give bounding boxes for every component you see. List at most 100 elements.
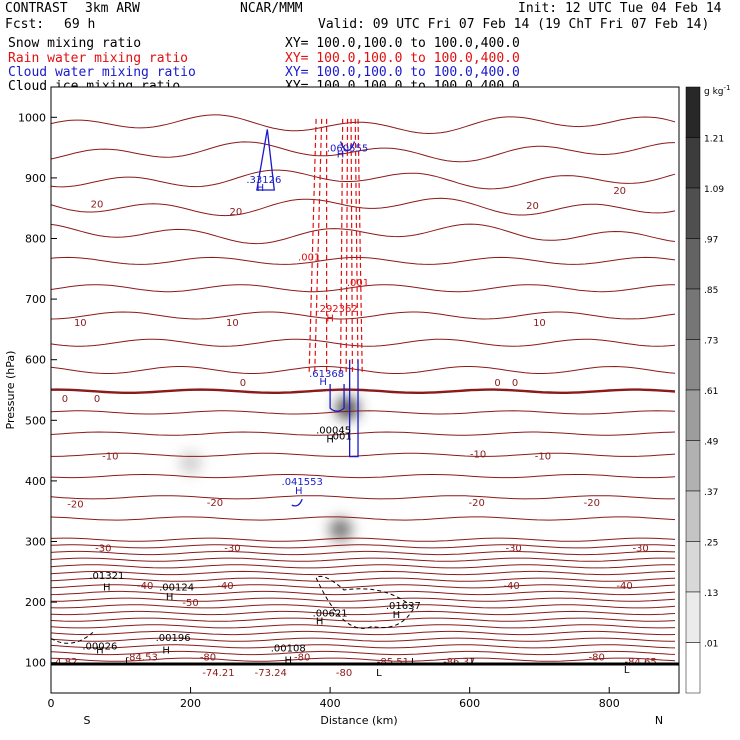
isotherm xyxy=(51,577,676,582)
y-tick-label: 900 xyxy=(25,172,46,185)
temperature-label: 0 xyxy=(494,378,500,389)
colorbar: .01 .13 .25 .37 .49 .61 .73 .85 .97 1.09 1.21 xyxy=(685,86,724,694)
y-tick-label: 400 xyxy=(25,475,46,488)
isotherm xyxy=(51,537,676,542)
y-tick-label: 200 xyxy=(25,596,46,609)
temperature-label: -40 xyxy=(616,581,632,592)
x-axis: 0 200 400 600 800 xyxy=(48,687,620,710)
field-xy-snow: XY= 100.0,100.0 to 100.0,400.0 xyxy=(285,36,520,51)
extremum-label: H xyxy=(257,183,265,194)
center-name: NCAR/MMM xyxy=(240,1,303,16)
y-axis-label: Pressure (hPa) xyxy=(4,351,17,430)
temperature-label: -84.53 xyxy=(126,653,158,664)
rain-contour xyxy=(314,117,323,372)
colorbar-swatch xyxy=(685,187,701,239)
extremum-label: H xyxy=(103,582,111,593)
isotherm-0 xyxy=(51,388,676,394)
isotherm xyxy=(51,644,676,649)
isotherm xyxy=(51,474,676,479)
isotherm xyxy=(51,223,676,245)
temperature-label: -30 xyxy=(95,544,111,555)
temperature-label: 20 xyxy=(91,199,104,210)
colorbar-swatch xyxy=(685,86,701,138)
temperature-label: 20 xyxy=(230,207,243,218)
temperature-label: 0 xyxy=(62,394,68,405)
isotherm xyxy=(51,169,676,190)
temperature-label: -40 xyxy=(217,581,233,592)
temperature-label: -80 xyxy=(294,653,310,664)
temperature-label: -10 xyxy=(470,450,486,461)
snow-plume xyxy=(179,451,202,474)
extremum-label: L xyxy=(376,668,382,679)
isotherm xyxy=(51,256,676,265)
temperature-label: -80 xyxy=(336,668,352,679)
temperature-label: 10 xyxy=(74,318,87,329)
isotherm xyxy=(51,516,676,521)
extremum-label: H xyxy=(295,486,303,497)
extremum-label: .00026 xyxy=(82,642,117,653)
y-axis: 100 200 300 400 500 600 700 800 900 1000 xyxy=(18,111,57,670)
cloud-water-contour xyxy=(256,129,276,191)
extremum-label: .00124 xyxy=(159,582,194,593)
isotherm xyxy=(51,657,676,662)
temperature-label: -74.21 xyxy=(202,668,234,679)
colorbar-level: .73 xyxy=(704,337,718,347)
isotherm xyxy=(51,570,676,576)
colorbar-level: 1.21 xyxy=(704,135,724,145)
colorbar-level: .13 xyxy=(704,589,718,599)
field-name-cloud-water: Cloud water mixing ratio xyxy=(8,65,196,80)
temperature-label: -85.51 xyxy=(377,657,409,668)
rain-contour xyxy=(350,117,354,372)
cloud-water-contour xyxy=(291,498,303,507)
isotherm xyxy=(51,431,676,436)
isotherm xyxy=(51,637,676,642)
y-tick-label: 500 xyxy=(25,414,46,427)
extremum-label: .292362 xyxy=(316,304,357,315)
colorbar-swatch xyxy=(685,440,701,492)
temperature-label: -20 xyxy=(468,498,484,509)
y-tick-label: 700 xyxy=(25,293,46,306)
isotherm xyxy=(51,564,676,569)
x-tick-label: 600 xyxy=(459,697,480,710)
cloud-ice-contour xyxy=(51,632,94,644)
temperature-label: -30 xyxy=(224,544,240,555)
temperature-label: -30 xyxy=(632,544,648,555)
extremum-label: .01637 xyxy=(386,601,421,612)
temperature-label: 20 xyxy=(613,186,626,197)
extremum-label: H xyxy=(96,645,104,656)
isotherm xyxy=(51,114,676,135)
colorbar-level: .01 xyxy=(704,640,718,650)
isotherm xyxy=(51,584,676,589)
x-axis-end-label: N xyxy=(655,714,663,727)
colorbar-swatch xyxy=(685,591,701,643)
contour-labels: -74.21 -73.24 -80 -85.51 -86.37 -84.65 -84.53 -… xyxy=(55,144,657,679)
temperature-label: -40 xyxy=(503,581,519,592)
isotherm xyxy=(51,550,676,556)
extremum-label: .060555 xyxy=(327,144,368,155)
extremum-label: .00621 xyxy=(313,608,348,619)
colorbar-level: .85 xyxy=(704,286,718,296)
y-tick-label: 1000 xyxy=(18,111,46,124)
isotherm xyxy=(51,141,676,163)
snow-plumes xyxy=(179,397,359,541)
rain-contour xyxy=(357,117,363,372)
temperature-label: 4.82 xyxy=(55,657,77,668)
isotherm xyxy=(51,590,676,596)
temperature-label: -40 xyxy=(137,581,153,592)
colorbar-swatch xyxy=(685,490,701,542)
temperature-label: 0 xyxy=(94,394,100,405)
y-tick-label: 800 xyxy=(25,233,46,246)
isotherm xyxy=(51,610,676,616)
temperature-label: -80 xyxy=(588,653,604,664)
y-tick-label: 100 xyxy=(25,657,46,670)
temperature-label: -20 xyxy=(67,499,83,510)
x-tick-label: 800 xyxy=(599,697,620,710)
cloud-ice-contour xyxy=(315,575,415,629)
extremum-label: L xyxy=(125,657,131,668)
colorbar-swatch xyxy=(685,339,701,391)
temperature-label: -20 xyxy=(584,498,600,509)
isotherm xyxy=(51,495,676,500)
temperature-label: -73.24 xyxy=(255,668,287,679)
snow-plume xyxy=(329,518,352,541)
field-xy-rain: XY= 100.0,100.0 to 100.0,400.0 xyxy=(285,51,520,66)
